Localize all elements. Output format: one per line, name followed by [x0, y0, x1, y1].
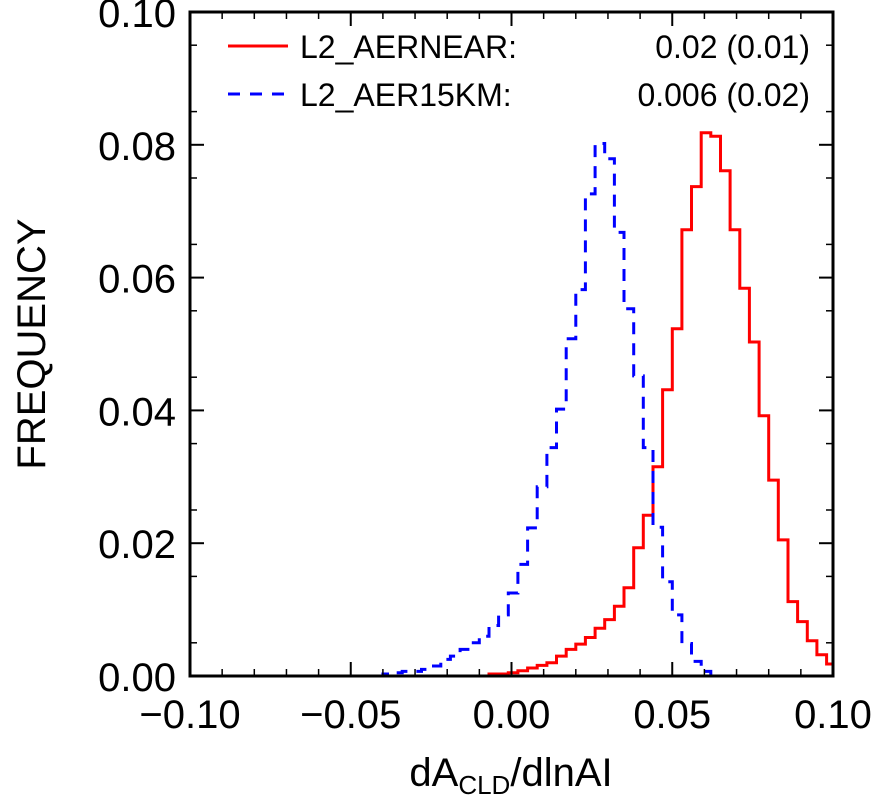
- plot-content: [190, 131, 835, 678]
- y-tick-label: 0.06: [98, 258, 176, 302]
- x-axis-label-sub: CLD: [458, 770, 510, 800]
- legend-label-aer15km: L2_AER15KM:: [300, 77, 512, 113]
- y-tick-label: 0.10: [98, 0, 176, 36]
- y-tick-label: 0.02: [98, 523, 176, 567]
- y-axis-label: FREQUENCY: [10, 218, 54, 469]
- legend-stats-aernear: 0.02 (0.01): [655, 29, 810, 65]
- x-axis-label-rest: /dlnAI: [510, 751, 612, 795]
- x-axis-label-main: dA: [409, 751, 458, 795]
- x-tick-label: −0.10: [139, 693, 240, 737]
- legend: L2_AERNEAR: 0.02 (0.01) L2_AER15KM: 0.00…: [228, 29, 810, 113]
- x-axis-label: dACLD/dlnAI: [409, 751, 612, 800]
- y-tick-label: 0.04: [98, 390, 176, 434]
- y-tick-label: 0.08: [98, 125, 176, 169]
- y-axis-ticks: 0.00 0.02 0.04 0.06 0.08 0.10: [98, 0, 833, 700]
- x-tick-label: 0.05: [633, 693, 711, 737]
- series-line-aernear: [190, 131, 835, 678]
- x-tick-label: 0.10: [794, 693, 872, 737]
- legend-label-aernear: L2_AERNEAR:: [300, 29, 517, 65]
- series-line-aer15km: [190, 142, 833, 678]
- x-tick-label: −0.05: [300, 693, 401, 737]
- legend-stats-aer15km: 0.006 (0.02): [637, 77, 810, 113]
- x-tick-label: 0.00: [473, 693, 551, 737]
- y-tick-label: 0.00: [98, 656, 176, 700]
- x-axis-ticks: −0.10 −0.05 0.00 0.05 0.10: [139, 12, 872, 737]
